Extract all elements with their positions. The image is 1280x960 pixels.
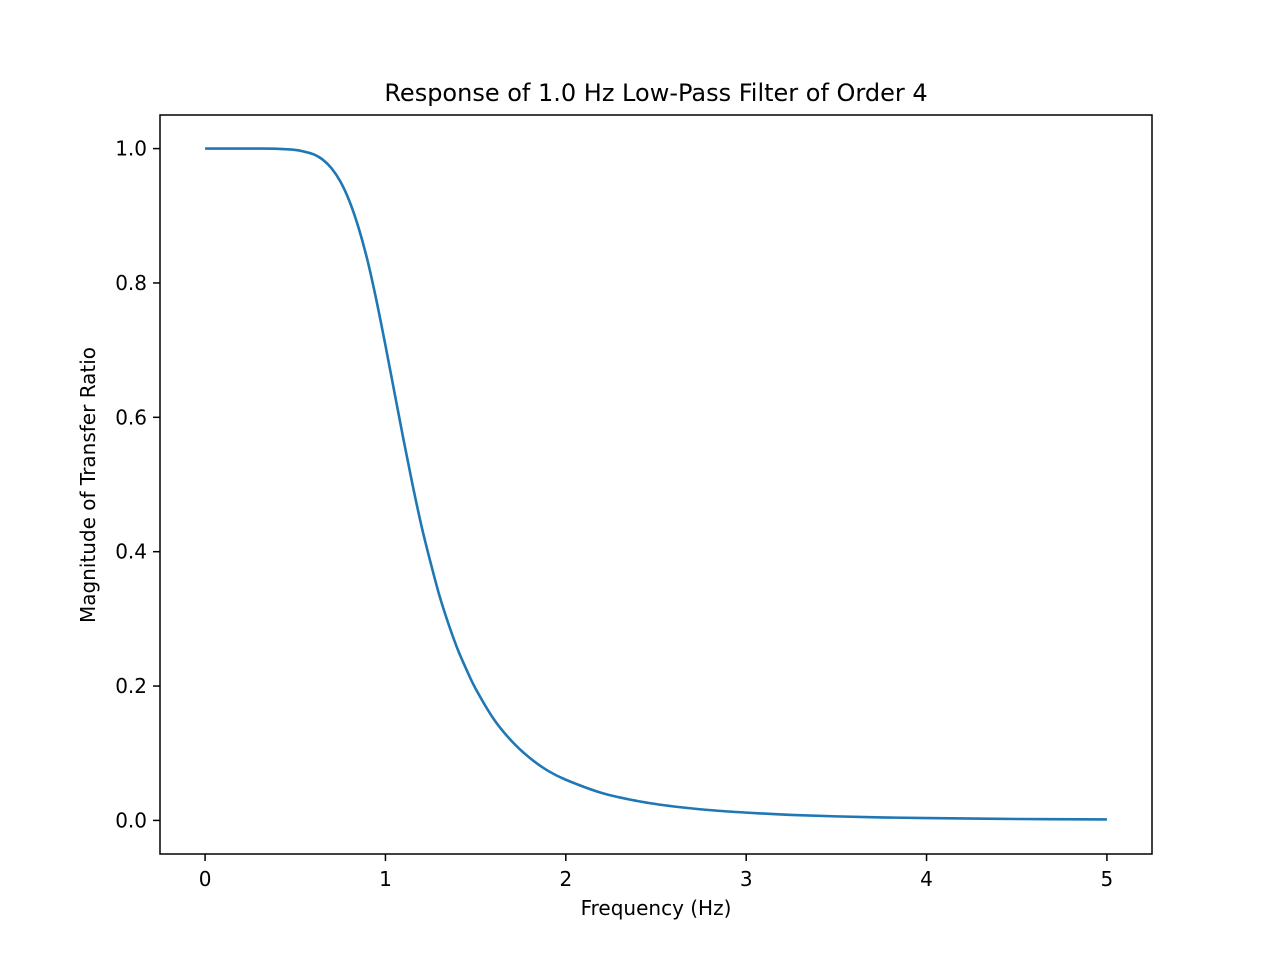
y-tick-label: 0.2	[115, 674, 147, 698]
y-tick-label: 0.4	[115, 540, 147, 564]
x-axis: 0 1 2 3 4 5	[199, 854, 1114, 891]
chart-title: Response of 1.0 Hz Low-Pass Filter of Or…	[384, 79, 927, 107]
series-line	[205, 147, 1107, 821]
x-tick-label: 0	[199, 867, 212, 891]
y-axis-label: Magnitude of Transfer Ratio	[76, 347, 100, 623]
x-tick-label: 2	[559, 867, 572, 891]
y-tick-label: 0.0	[115, 808, 147, 832]
x-tick-label: 4	[920, 867, 933, 891]
y-axis: 0.0 0.2 0.4 0.6 0.8 1.0	[115, 137, 160, 832]
x-tick-label: 3	[740, 867, 753, 891]
y-tick-label: 0.6	[115, 405, 147, 429]
plot-frame	[159, 114, 1153, 855]
x-tick-label: 1	[379, 867, 392, 891]
y-tick-label: 1.0	[115, 137, 147, 161]
x-axis-label: Frequency (Hz)	[581, 896, 732, 920]
x-tick-label: 5	[1101, 867, 1114, 891]
y-tick-label: 0.8	[115, 271, 147, 295]
